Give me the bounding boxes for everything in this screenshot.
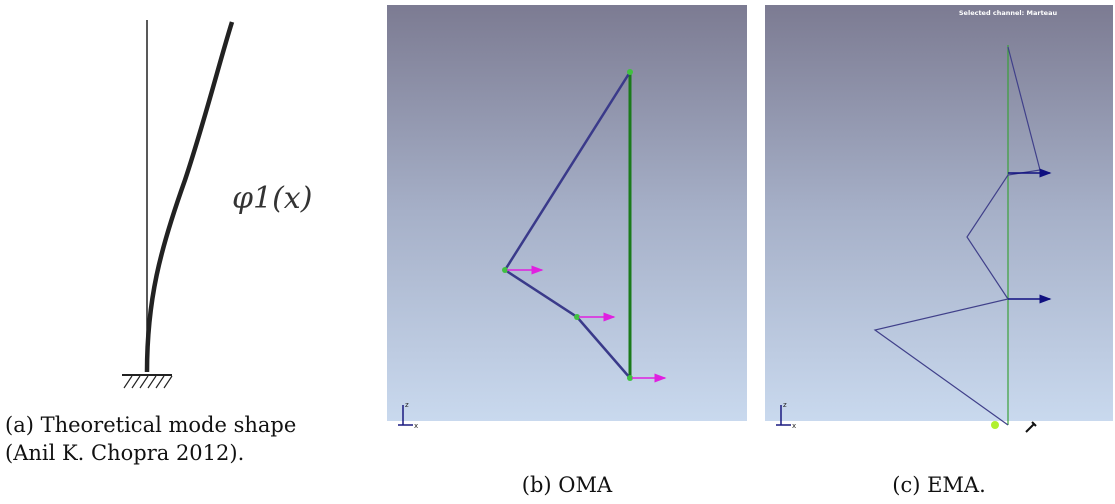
figure: φ1(x) (a) Theoretical mode shape (Anil K… <box>0 0 1115 504</box>
triad-label: x <box>414 422 418 430</box>
mode-shape <box>147 22 232 372</box>
panel-b: z x (b) OMA <box>387 5 747 497</box>
triad-label: z <box>405 401 409 409</box>
viewport <box>765 5 1113 421</box>
caption: (Anil K. Chopra 2012). <box>5 441 244 465</box>
panel-c: Selected channel: Marteau z x (c) EMA. <box>765 5 1113 497</box>
triad-label: z <box>783 401 787 409</box>
hatch <box>124 376 172 388</box>
triad-label: x <box>792 422 796 430</box>
caption: (b) OMA <box>522 473 613 497</box>
mode-label: φ1(x) <box>232 181 312 216</box>
caption: (c) EMA. <box>892 473 986 497</box>
hammer-icon <box>1026 422 1036 432</box>
panel-a: φ1(x) (a) Theoretical mode shape (Anil K… <box>5 20 312 465</box>
viewport <box>387 5 747 421</box>
node <box>991 421 999 429</box>
caption: (a) Theoretical mode shape <box>5 413 296 437</box>
channel-header: Selected channel: Marteau <box>959 9 1058 17</box>
